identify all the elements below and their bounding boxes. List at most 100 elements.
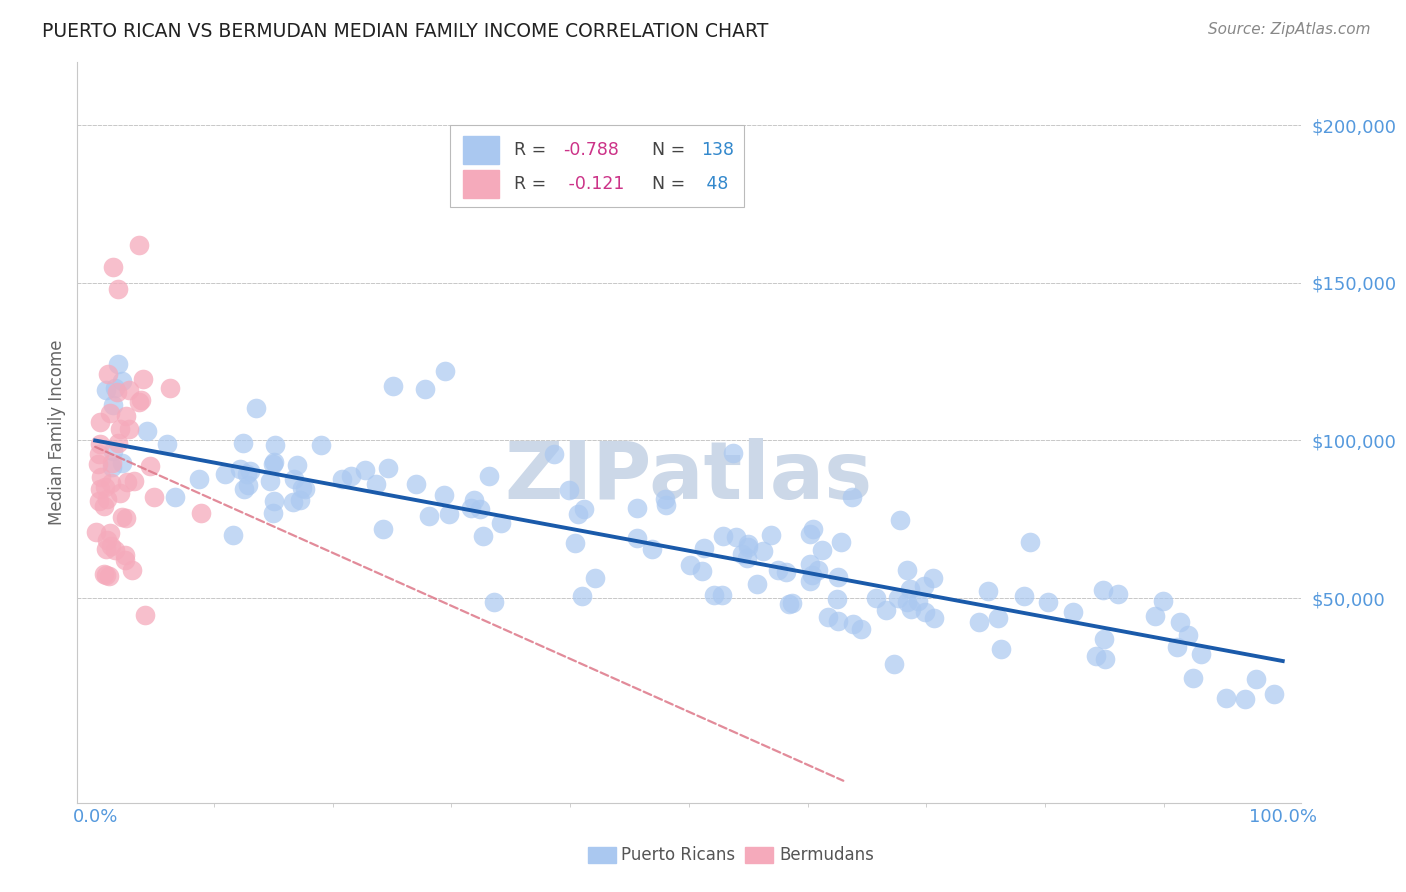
Point xyxy=(626,501,648,516)
Point xyxy=(238,478,260,492)
Point xyxy=(654,498,676,512)
Point xyxy=(97,569,120,583)
Point xyxy=(564,536,586,550)
Point xyxy=(118,421,141,435)
Point xyxy=(433,364,456,378)
Point xyxy=(693,541,716,555)
Point xyxy=(907,594,929,608)
Point xyxy=(263,455,285,469)
Point xyxy=(558,483,581,497)
Point xyxy=(977,584,1000,599)
Point xyxy=(711,588,734,602)
Text: -0.788: -0.788 xyxy=(562,141,619,159)
Point xyxy=(111,456,134,470)
Point xyxy=(883,657,905,672)
Point xyxy=(163,490,186,504)
Point xyxy=(94,568,117,582)
Point xyxy=(817,610,839,624)
Point xyxy=(679,558,702,573)
Text: PUERTO RICAN VS BERMUDAN MEDIAN FAMILY INCOME CORRELATION CHART: PUERTO RICAN VS BERMUDAN MEDIAN FAMILY I… xyxy=(42,22,769,41)
Text: 138: 138 xyxy=(702,141,734,159)
Point xyxy=(567,508,589,522)
Point xyxy=(354,463,377,477)
Text: R =: R = xyxy=(515,141,551,159)
Point xyxy=(115,510,138,524)
Point xyxy=(759,528,782,542)
Point xyxy=(290,492,312,507)
Point xyxy=(87,493,110,508)
Point xyxy=(89,470,111,484)
Point xyxy=(236,467,259,481)
Point xyxy=(900,602,922,616)
Point xyxy=(89,415,111,429)
Point xyxy=(97,367,120,381)
Point xyxy=(463,492,485,507)
Point xyxy=(703,588,725,602)
Point xyxy=(100,456,122,470)
Point xyxy=(849,623,872,637)
Point xyxy=(104,542,127,557)
Point xyxy=(262,506,284,520)
Point xyxy=(190,507,212,521)
Point xyxy=(110,422,132,436)
FancyBboxPatch shape xyxy=(450,126,744,207)
Point xyxy=(259,474,281,488)
Point xyxy=(721,445,744,459)
Point xyxy=(1107,587,1129,601)
Point xyxy=(222,528,245,542)
Point xyxy=(1263,686,1285,700)
Point xyxy=(799,574,821,589)
Point xyxy=(690,565,713,579)
Point xyxy=(1244,672,1267,686)
Point xyxy=(571,589,593,603)
Point xyxy=(111,509,134,524)
Point xyxy=(731,548,754,562)
Point xyxy=(711,528,734,542)
Point xyxy=(654,492,676,507)
Text: N =: N = xyxy=(652,175,690,193)
Point xyxy=(468,502,491,516)
Point xyxy=(799,527,821,541)
Point xyxy=(1094,652,1116,666)
Point xyxy=(887,591,910,605)
Point xyxy=(89,483,111,497)
Point xyxy=(1233,691,1256,706)
Point xyxy=(87,458,110,472)
Point xyxy=(484,595,506,609)
Point xyxy=(124,474,146,488)
Point xyxy=(1092,632,1115,647)
Point xyxy=(799,557,821,571)
Point xyxy=(86,525,108,540)
Point xyxy=(583,571,606,585)
Point xyxy=(433,488,456,502)
Point xyxy=(309,437,332,451)
Point xyxy=(294,482,316,496)
Point xyxy=(377,461,399,475)
Point xyxy=(437,507,460,521)
Point xyxy=(827,614,849,628)
Point xyxy=(96,533,118,548)
Text: -0.121: -0.121 xyxy=(562,175,624,193)
Point xyxy=(810,542,832,557)
Text: Bermudans: Bermudans xyxy=(779,846,873,863)
Point xyxy=(1085,649,1108,664)
Text: ZIPatlas: ZIPatlas xyxy=(505,438,873,516)
Point xyxy=(110,485,132,500)
Point xyxy=(865,591,887,606)
Point xyxy=(626,531,648,545)
Point xyxy=(489,516,512,530)
Point xyxy=(1189,648,1212,662)
Point xyxy=(100,475,122,490)
Point xyxy=(107,282,129,296)
Point xyxy=(96,491,118,506)
Point xyxy=(912,579,935,593)
Point xyxy=(101,460,124,475)
Point xyxy=(768,564,790,578)
Point xyxy=(574,501,596,516)
Point xyxy=(100,539,122,553)
Point xyxy=(990,642,1012,657)
FancyBboxPatch shape xyxy=(463,169,499,198)
Point xyxy=(735,550,758,565)
Point xyxy=(1143,608,1166,623)
Point xyxy=(263,494,285,508)
